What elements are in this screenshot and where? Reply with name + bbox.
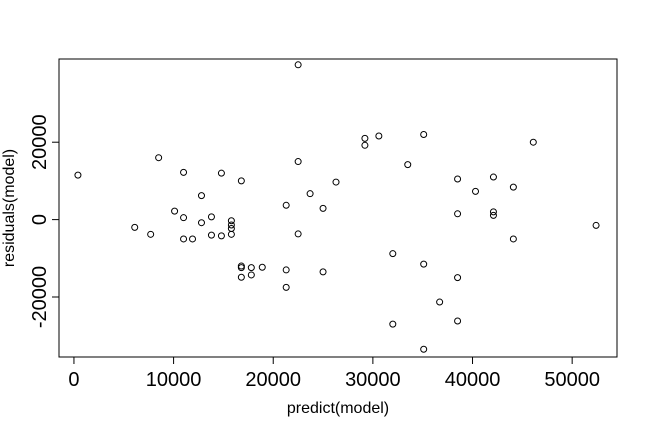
data-point xyxy=(361,134,369,142)
data-point xyxy=(282,266,290,274)
x-axis: 0 10000 20000 30000 40000 50000 xyxy=(68,356,600,391)
y-tick-label: 0 xyxy=(29,214,51,225)
y-tick-label: 20000 xyxy=(29,114,51,170)
data-point xyxy=(454,274,462,282)
x-tick-label: 40000 xyxy=(445,369,501,391)
y-axis: -20000 0 20000 xyxy=(29,114,60,328)
x-tick-label: 10000 xyxy=(146,369,202,391)
x-axis-title: predict(model) xyxy=(287,400,389,417)
data-point xyxy=(227,230,235,238)
y-tick-label: -20000 xyxy=(29,266,51,328)
y-axis-title: residuals(model) xyxy=(1,149,18,267)
data-point xyxy=(420,260,428,268)
data-point xyxy=(454,210,462,218)
data-point xyxy=(389,320,397,328)
data-point xyxy=(131,223,139,231)
data-point xyxy=(592,221,600,229)
data-point xyxy=(237,177,245,185)
data-point xyxy=(420,130,428,138)
data-point xyxy=(375,132,383,140)
data-point xyxy=(389,250,397,258)
data-point xyxy=(489,173,497,181)
data-point xyxy=(294,158,302,166)
data-point xyxy=(282,283,290,291)
data-point xyxy=(180,235,188,243)
data-point xyxy=(319,204,327,212)
data-point xyxy=(217,232,225,240)
data-point xyxy=(207,213,215,221)
data-point xyxy=(197,219,205,227)
data-point xyxy=(207,231,215,239)
x-tick-label: 50000 xyxy=(544,369,600,391)
data-point xyxy=(227,217,235,225)
data-point xyxy=(180,214,188,222)
x-tick-label: 20000 xyxy=(245,369,301,391)
data-point xyxy=(282,201,290,209)
data-point xyxy=(489,211,497,219)
data-point xyxy=(189,235,197,243)
data-point xyxy=(319,268,327,276)
data-point xyxy=(454,175,462,183)
data-point xyxy=(454,317,462,325)
data-point xyxy=(404,161,412,169)
data-point xyxy=(217,169,225,177)
data-point xyxy=(197,192,205,200)
data-point xyxy=(489,208,497,216)
data-point xyxy=(237,273,245,281)
data-points xyxy=(74,61,600,353)
data-point xyxy=(227,221,235,229)
data-point xyxy=(258,263,266,271)
data-point xyxy=(247,264,255,272)
data-point xyxy=(180,168,188,176)
plot-frame xyxy=(58,58,618,358)
x-tick-label: 0 xyxy=(68,369,79,391)
data-point xyxy=(529,138,537,146)
data-point xyxy=(361,141,369,149)
x-tick-label: 30000 xyxy=(345,369,401,391)
data-point xyxy=(472,187,480,195)
data-point xyxy=(155,154,163,162)
data-point xyxy=(294,230,302,238)
data-point xyxy=(294,61,302,69)
data-point xyxy=(237,264,245,272)
data-point xyxy=(420,345,428,353)
data-point xyxy=(436,298,444,306)
data-point xyxy=(306,190,314,198)
data-point xyxy=(509,183,517,191)
data-point xyxy=(509,235,517,243)
data-point xyxy=(74,171,82,179)
data-point xyxy=(147,230,155,238)
data-point xyxy=(247,271,255,279)
data-point xyxy=(171,207,179,215)
data-point xyxy=(332,178,340,186)
